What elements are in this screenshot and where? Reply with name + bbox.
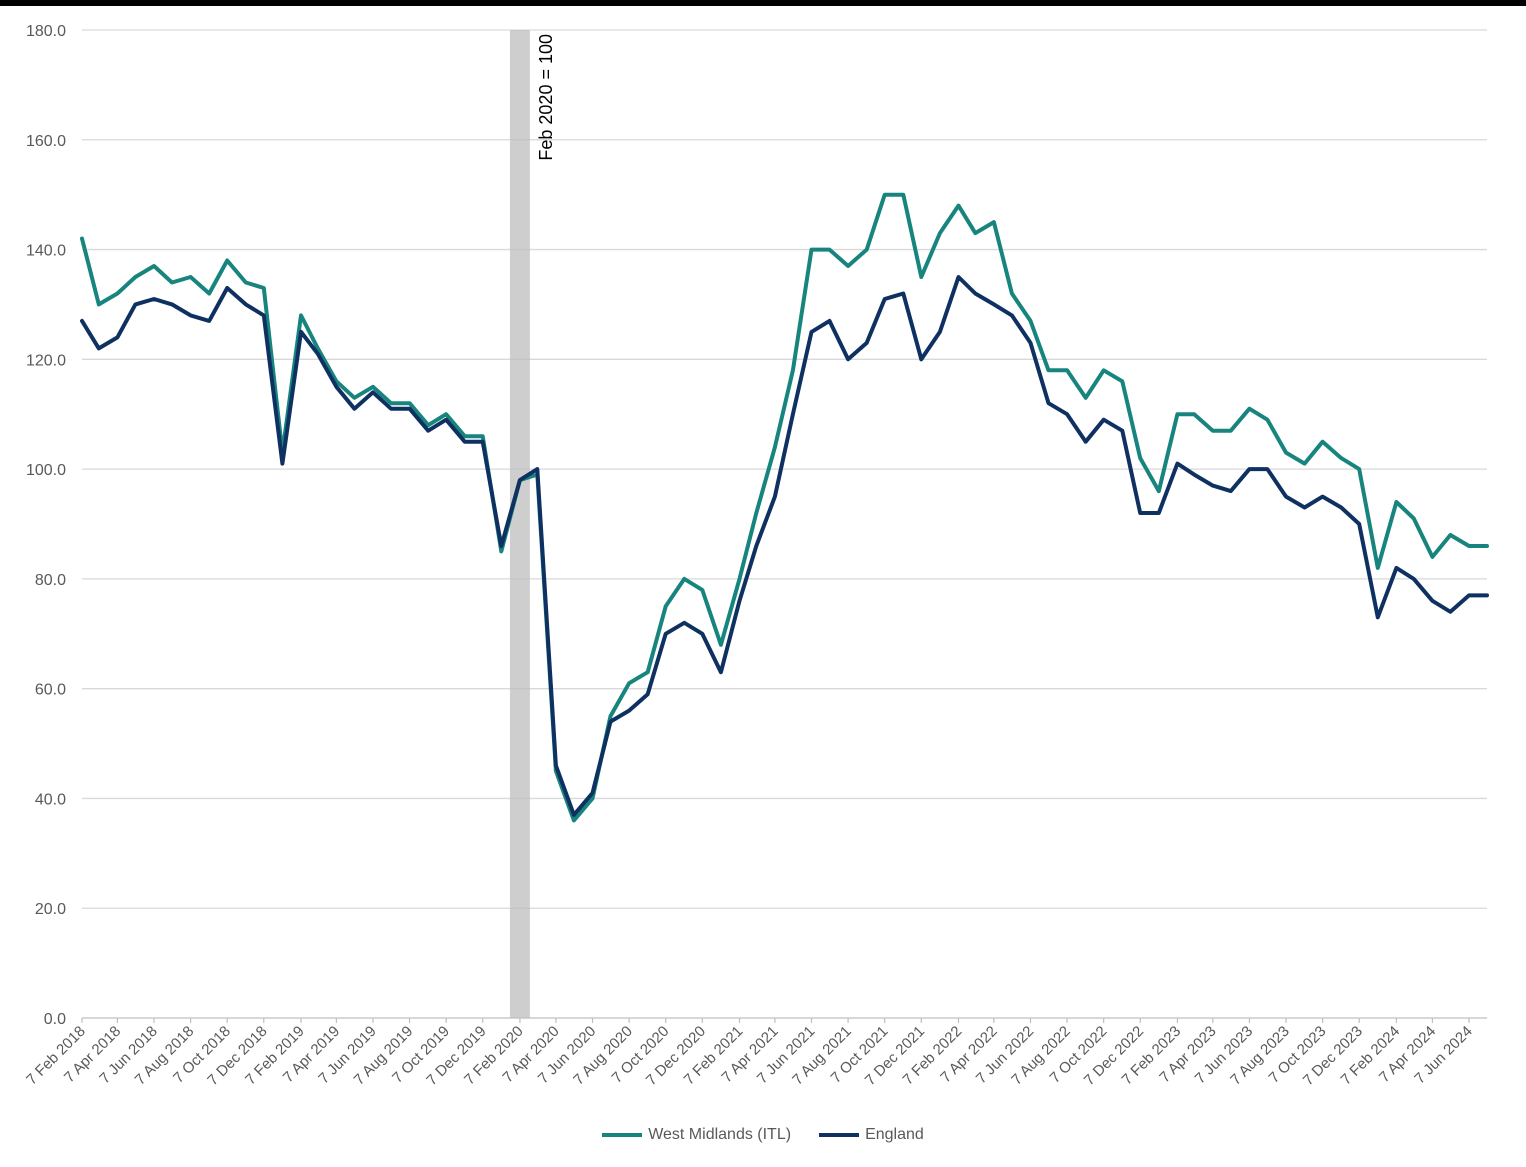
reference-band xyxy=(509,30,530,1018)
y-tick-label: 120.0 xyxy=(26,352,66,369)
legend-label-west-midlands: West Midlands (ITL) xyxy=(648,1126,792,1143)
y-tick-label: 160.0 xyxy=(26,133,66,150)
legend: West Midlands (ITL) England xyxy=(0,1126,1526,1144)
series-line-england xyxy=(80,275,1489,817)
y-tick-labels: 0.0 20.0 40.0 60.0 80.0 100.0 120.0 140.0 160.0 1… xyxy=(26,23,66,1028)
y-tick-label: 80.0 xyxy=(35,572,66,589)
reference-band-label: Feb 2020 = 100 xyxy=(536,34,556,161)
y-tick-label: 140.0 xyxy=(26,243,66,260)
series-line-west-midlands xyxy=(80,192,1489,823)
top-border xyxy=(0,0,1526,6)
y-tick-label: 40.0 xyxy=(35,791,66,808)
legend-swatch-west-midlands xyxy=(602,1133,643,1137)
y-tick-label: 100.0 xyxy=(26,462,66,479)
y-tick-label: 20.0 xyxy=(35,901,66,918)
gridlines xyxy=(82,29,1487,909)
legend-item-england: England xyxy=(819,1126,924,1144)
series-lines xyxy=(80,192,1489,823)
y-tick-label: 180.0 xyxy=(26,23,66,40)
legend-item-west-midlands: West Midlands (ITL) xyxy=(602,1126,791,1144)
legend-swatch-england xyxy=(819,1133,860,1137)
annotations: Feb 2020 = 100 xyxy=(536,34,556,161)
y-tick-label: 0.0 xyxy=(44,1011,66,1028)
x-axis xyxy=(81,1017,1487,1023)
reference-band-rect xyxy=(509,30,530,1018)
y-tick-label: 60.0 xyxy=(35,682,66,699)
legend-label-england: England xyxy=(865,1126,924,1143)
